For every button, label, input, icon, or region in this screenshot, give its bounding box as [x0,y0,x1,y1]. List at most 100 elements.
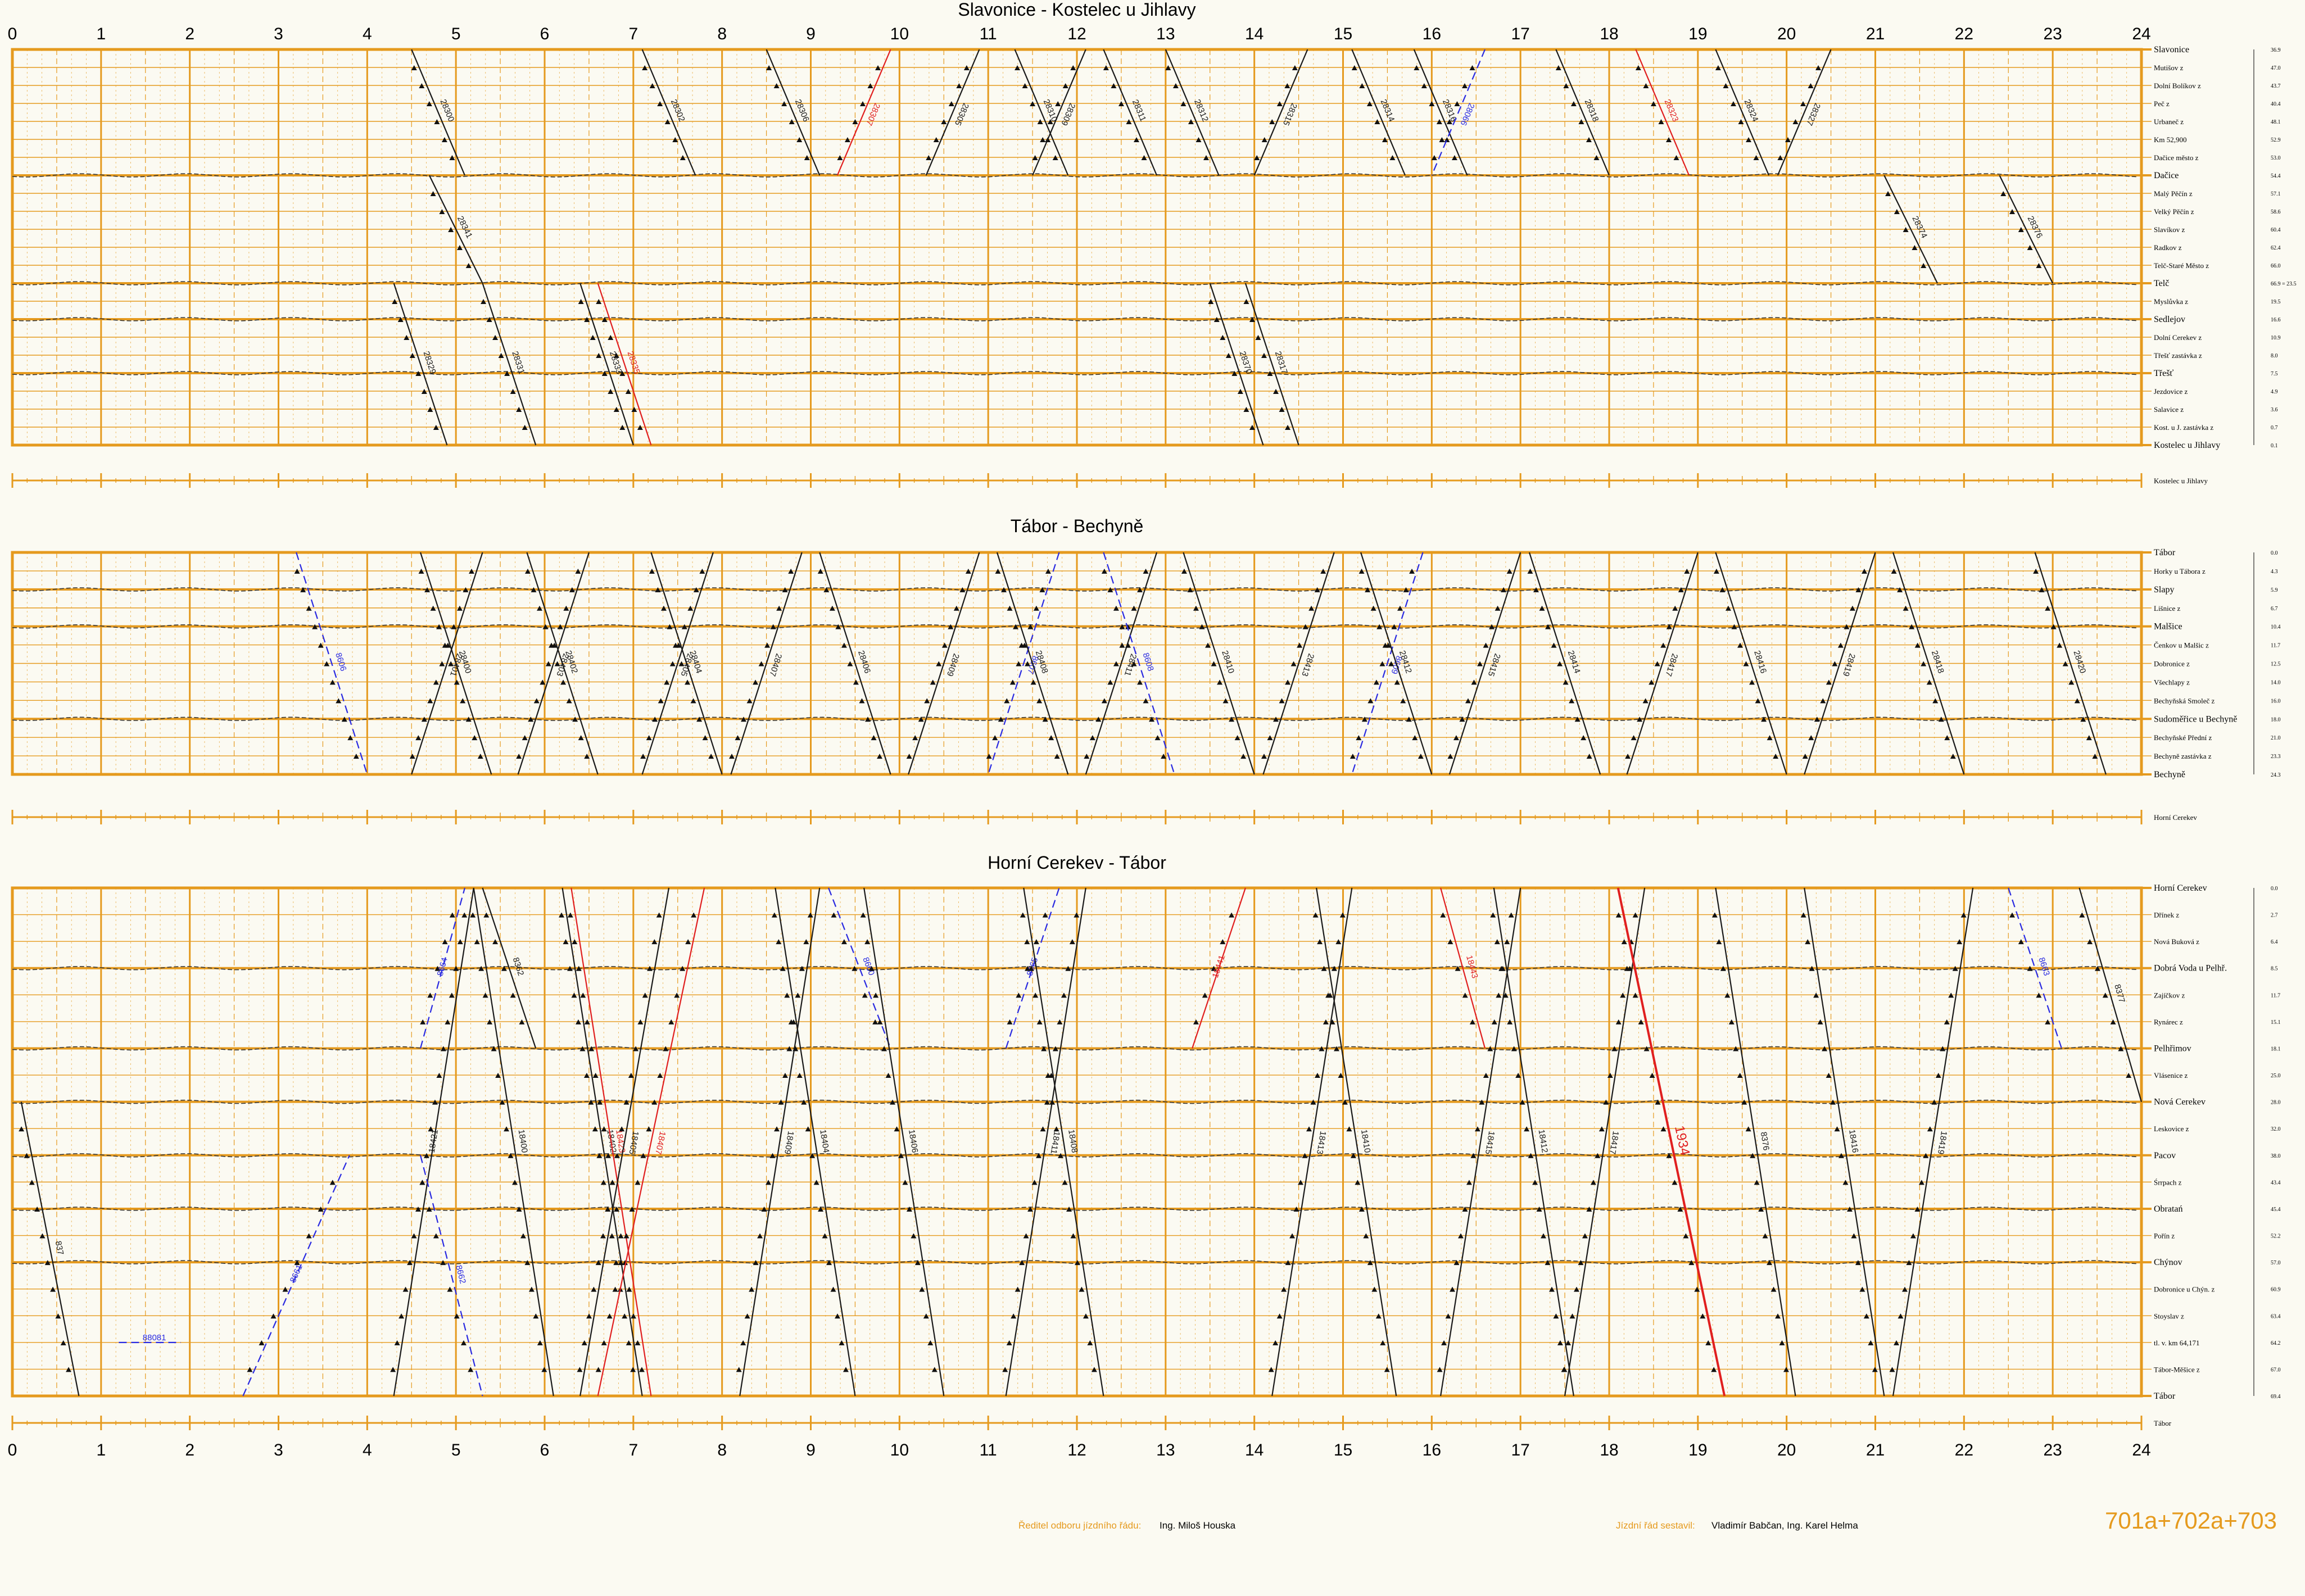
stop-marker [1036,698,1043,704]
stop-marker [1118,101,1124,106]
stop-marker [465,263,472,268]
train-path [393,887,474,1396]
hour-label-top: 10 [890,25,909,43]
stop-marker [1101,568,1107,574]
stop-marker [992,735,998,741]
stop-marker [1255,335,1261,340]
train-path [1413,49,1468,176]
stop-marker [461,912,468,918]
stop-marker [1030,679,1036,685]
stop-marker [1832,661,1838,666]
stop-marker [1053,1126,1059,1132]
stop-marker [1551,642,1557,648]
stop-marker [657,1073,663,1078]
stop-marker [1091,1367,1097,1372]
stop-marker [630,1313,636,1319]
stop-marker [640,1153,646,1158]
stop-marker [2000,191,2007,196]
stop-marker [623,1233,630,1239]
stop-marker [803,939,809,945]
stop-marker [300,587,306,592]
stop-marker [770,624,776,629]
station-label: Telč-Staré Město z [2154,261,2209,270]
stop-marker [567,912,573,918]
stop-marker [948,101,954,106]
stop-marker [1761,717,1767,722]
stop-marker [1016,992,1022,998]
stop-marker [1457,1233,1464,1239]
train-path [1715,887,1796,1396]
train-path [1528,552,1601,775]
stop-marker [784,992,790,998]
stop-marker [1045,568,1051,574]
train-path [579,887,670,1396]
stop-marker [1846,1206,1853,1212]
stop-marker [1444,137,1450,142]
stop-marker [788,568,794,574]
stop-marker [912,735,918,741]
stop-marker [881,1046,887,1051]
stop-marker [875,65,881,70]
stop-marker [1694,1286,1700,1292]
stop-marker [1822,1046,1828,1051]
train-path [242,1155,350,1396]
train-path [1005,887,1086,1396]
stop-marker [19,1126,25,1132]
stop-marker [1894,1340,1900,1345]
stop-marker [651,1099,658,1105]
stop-marker [1632,912,1638,918]
stop-marker [1285,425,1291,430]
stop-marker [1211,965,1217,971]
stop-marker [1903,605,1909,611]
stop-marker [823,587,830,592]
stop-marker [1323,1019,1329,1024]
stop-marker [1015,65,1021,70]
stop-marker [1049,1099,1056,1105]
stop-marker [1308,605,1315,611]
stop-marker [516,407,522,412]
train-path [1883,175,1938,284]
stop-marker [685,679,691,685]
stop-marker [460,698,466,704]
stop-marker [1745,1126,1751,1132]
hour-label-bottom: 18 [1600,1441,1618,1459]
stop-marker [646,735,652,741]
stop-marker [919,1286,925,1292]
stop-marker [1231,371,1238,376]
stop-marker [1688,1260,1695,1266]
stop-marker [421,717,427,722]
stop-marker [680,965,686,971]
station-km: 47.0 [2271,65,2281,71]
stop-marker [1338,1073,1344,1078]
stop-marker [528,1286,535,1292]
stop-marker [440,1260,446,1266]
stop-marker [1024,939,1030,945]
stop-marker [575,1019,581,1024]
train-path [641,49,696,176]
stop-marker [472,735,478,741]
stop-marker [306,605,312,611]
station-label: Peč z [2154,99,2170,108]
stop-marker [740,1340,746,1345]
stop-marker [1351,65,1357,70]
stop-marker [1293,1206,1299,1212]
director-name: Ing. Miloš Houska [1160,1520,1236,1531]
station-km: 3.6 [2271,407,2278,413]
stop-marker [831,912,837,918]
stop-marker [1359,83,1365,88]
stop-marker [841,939,847,945]
stop-marker [608,389,614,394]
stop-marker [1800,912,1806,918]
stop-marker [1586,137,1592,142]
stop-marker [1342,1099,1348,1105]
stop-marker [522,735,528,741]
stop-marker [2039,587,2045,592]
stop-marker [1358,568,1365,574]
stop-marker [1817,1019,1823,1024]
stop-marker [1743,661,1749,666]
stop-marker [1240,754,1247,759]
stop-marker [1569,1313,1575,1319]
stop-marker [605,1206,611,1212]
station-label: Slavíkov z [2154,225,2185,234]
train-path [411,49,465,176]
